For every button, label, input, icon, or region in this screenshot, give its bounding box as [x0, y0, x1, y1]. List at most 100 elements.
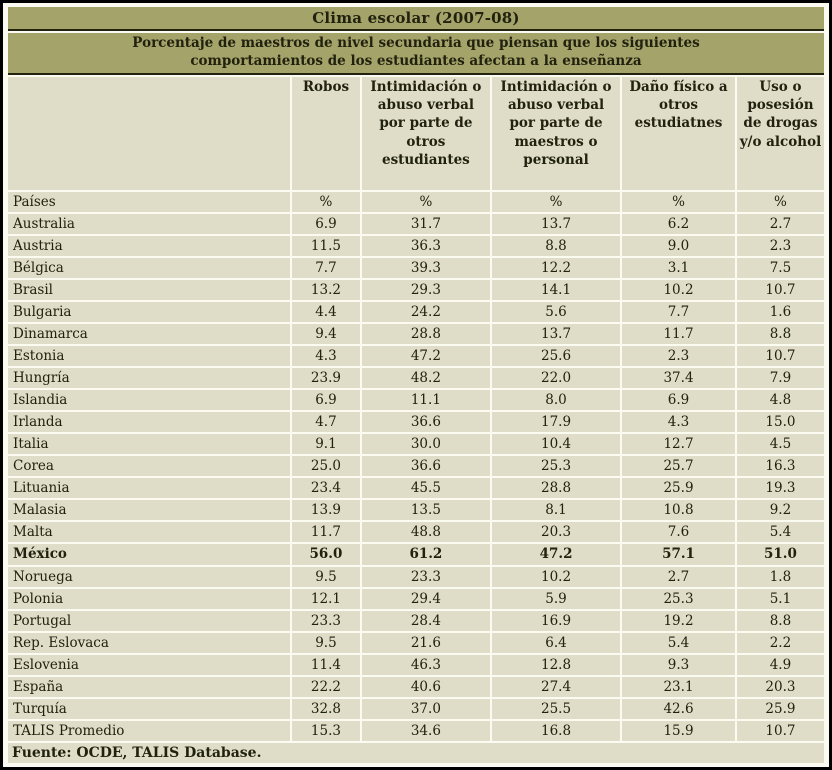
country-cell: Bulgaria: [8, 302, 291, 323]
value-cell: 34.6: [361, 720, 490, 741]
table-row: Eslovenia 11.4 46.3 12.8 9.3 4.9: [8, 654, 824, 675]
table-row: Austria 11.5 36.3 8.8 9.0 2.3: [8, 236, 824, 257]
country-cell: TALIS Promedio: [8, 720, 291, 741]
country-cell: Noruega: [8, 566, 291, 587]
value-cell: 6.9: [292, 214, 360, 235]
value-cell: 11.7: [622, 324, 735, 345]
value-cell: 9.5: [292, 632, 360, 653]
value-cell: 17.9: [491, 412, 621, 433]
country-cell: Polonia: [8, 588, 291, 609]
value-cell: 61.2: [361, 544, 490, 565]
value-cell: 25.3: [491, 456, 621, 477]
column-header-row: Robos Intimidación o abuso verbal por pa…: [8, 77, 824, 190]
value-cell: 7.9: [736, 368, 824, 389]
value-cell: 36.3: [361, 236, 490, 257]
value-cell: 4.5: [736, 434, 824, 455]
country-cell: Malta: [8, 522, 291, 543]
value-cell: 10.2: [622, 280, 735, 301]
value-cell: 36.6: [361, 412, 490, 433]
value-cell: 12.8: [491, 654, 621, 675]
title-row: Clima escolar (2007-08): [8, 7, 824, 31]
country-cell: Australia: [8, 214, 291, 235]
value-cell: 8.8: [736, 610, 824, 631]
value-cell: 7.6: [622, 522, 735, 543]
value-cell: 9.1: [292, 434, 360, 455]
value-cell: 31.7: [361, 214, 490, 235]
value-cell: 4.4: [292, 302, 360, 323]
table-body: Australia 6.9 31.7 13.7 6.2 2.7 Austria 11.5 36.…: [8, 214, 824, 741]
value-cell: 1.6: [736, 302, 824, 323]
value-cell: 29.4: [361, 588, 490, 609]
table-row: Noruega 9.5 23.3 10.2 2.7 1.8: [8, 566, 824, 587]
value-cell: 24.2: [361, 302, 490, 323]
table-row: Turquía 32.8 37.0 25.5 42.6 25.9: [8, 698, 824, 719]
value-cell: 48.8: [361, 522, 490, 543]
corner-cell: [8, 77, 291, 190]
country-cell: Lituania: [8, 478, 291, 499]
value-cell: 51.0: [736, 544, 824, 565]
table-row: Polonia 12.1 29.4 5.9 25.3 5.1: [8, 588, 824, 609]
value-cell: 45.5: [361, 478, 490, 499]
value-cell: 11.4: [292, 654, 360, 675]
school-climate-table: Clima escolar (2007-08) Porcentaje de ma…: [6, 5, 826, 765]
country-cell: Hungría: [8, 368, 291, 389]
value-cell: 42.6: [622, 698, 735, 719]
country-cell: Italia: [8, 434, 291, 455]
value-cell: 1.8: [736, 566, 824, 587]
country-cell: Malasia: [8, 500, 291, 521]
table-row: Malasia 13.9 13.5 8.1 10.8 9.2: [8, 500, 824, 521]
value-cell: 28.8: [491, 478, 621, 499]
country-cell: Rep. Eslovaca: [8, 632, 291, 653]
table-row: Dinamarca 9.4 28.8 13.7 11.7 8.8: [8, 324, 824, 345]
country-cell: España: [8, 676, 291, 697]
value-cell: 40.6: [361, 676, 490, 697]
value-cell: 9.3: [622, 654, 735, 675]
value-cell: 8.8: [491, 236, 621, 257]
table-subtitle: Porcentaje de maestros de nivel secundar…: [8, 33, 824, 75]
value-cell: 14.1: [491, 280, 621, 301]
country-cell: Islandia: [8, 390, 291, 411]
value-cell: 9.0: [622, 236, 735, 257]
table-row: Italia 9.1 30.0 10.4 12.7 4.5: [8, 434, 824, 455]
table-row: Lituania 23.4 45.5 28.8 25.9 19.3: [8, 478, 824, 499]
value-cell: 6.4: [491, 632, 621, 653]
column-header-intimidacion-estudiantes: Intimidación o abuso verbal por parte de…: [361, 77, 490, 190]
unit-cell: %: [736, 192, 824, 212]
value-cell: 4.7: [292, 412, 360, 433]
value-cell: 10.7: [736, 720, 824, 741]
value-cell: 10.4: [491, 434, 621, 455]
value-cell: 10.8: [622, 500, 735, 521]
table-row: Irlanda 4.7 36.6 17.9 4.3 15.0: [8, 412, 824, 433]
country-cell: Portugal: [8, 610, 291, 631]
value-cell: 56.0: [292, 544, 360, 565]
value-cell: 4.9: [736, 654, 824, 675]
country-cell: Brasil: [8, 280, 291, 301]
value-cell: 15.3: [292, 720, 360, 741]
value-cell: 10.7: [736, 346, 824, 367]
value-cell: 11.1: [361, 390, 490, 411]
table-row: Australia 6.9 31.7 13.7 6.2 2.7: [8, 214, 824, 235]
value-cell: 3.1: [622, 258, 735, 279]
value-cell: 23.3: [361, 566, 490, 587]
value-cell: 2.3: [622, 346, 735, 367]
value-cell: 2.2: [736, 632, 824, 653]
value-cell: 13.9: [292, 500, 360, 521]
value-cell: 13.7: [491, 214, 621, 235]
value-cell: 39.3: [361, 258, 490, 279]
table-row: España 22.2 40.6 27.4 23.1 20.3: [8, 676, 824, 697]
value-cell: 7.5: [736, 258, 824, 279]
table-row: Estonia 4.3 47.2 25.6 2.3 10.7: [8, 346, 824, 367]
column-header-robos: Robos: [292, 77, 360, 190]
country-cell: Dinamarca: [8, 324, 291, 345]
value-cell: 5.4: [736, 522, 824, 543]
country-cell: Irlanda: [8, 412, 291, 433]
value-cell: 7.7: [622, 302, 735, 323]
subtitle-row: Porcentaje de maestros de nivel secundar…: [8, 33, 824, 75]
table-row: Bélgica 7.7 39.3 12.2 3.1 7.5: [8, 258, 824, 279]
country-cell: Estonia: [8, 346, 291, 367]
value-cell: 9.2: [736, 500, 824, 521]
value-cell: 12.2: [491, 258, 621, 279]
table-row: Corea 25.0 36.6 25.3 25.7 16.3: [8, 456, 824, 477]
value-cell: 9.4: [292, 324, 360, 345]
table-row: Brasil 13.2 29.3 14.1 10.2 10.7: [8, 280, 824, 301]
